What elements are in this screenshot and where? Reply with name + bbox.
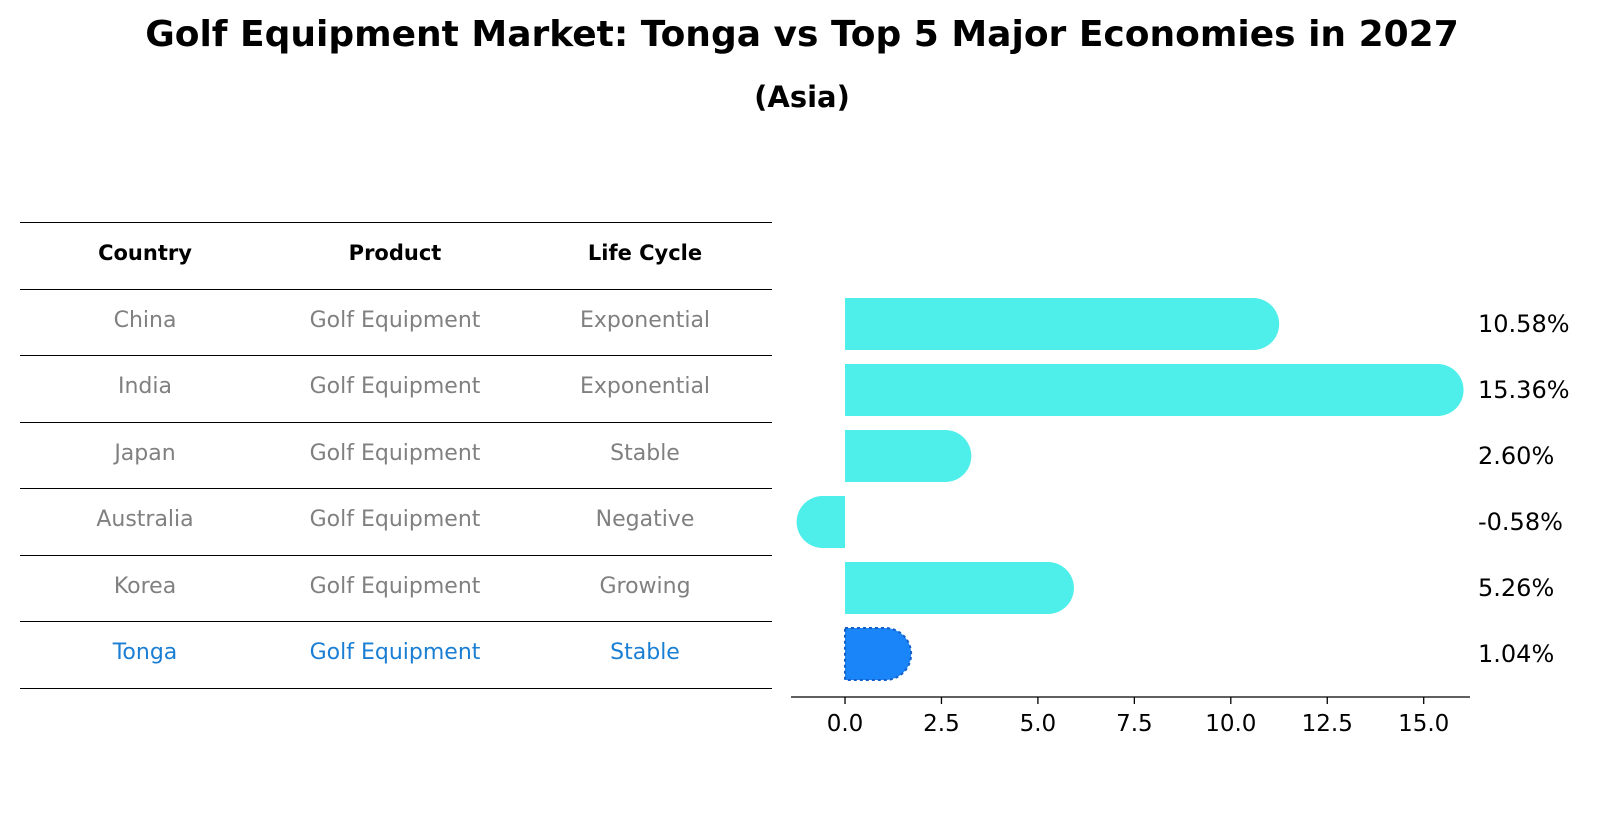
data-label: 5.26%	[1478, 574, 1554, 602]
x-tick-label: 15.0	[1398, 711, 1449, 737]
table-rule	[20, 355, 772, 356]
table-cell: Japan	[114, 440, 176, 466]
chart-subtitle: (Asia)	[754, 80, 850, 114]
table-cell: Golf Equipment	[309, 374, 481, 400]
table-cell: Tonga	[112, 640, 178, 666]
data-label: -0.58%	[1478, 508, 1563, 536]
table-cell: Golf Equipment	[309, 573, 481, 599]
table-rule	[20, 554, 772, 556]
bar-tonga	[844, 627, 913, 681]
table-rule	[20, 621, 772, 622]
chart-title: Golf Equipment Market: Tonga vs Top 5 Ma…	[145, 14, 1459, 55]
table-rule	[20, 421, 772, 423]
data-label: 1.04%	[1478, 640, 1554, 668]
data-label: 15.36%	[1478, 376, 1570, 404]
table-cell: India	[118, 374, 172, 400]
table-rule	[20, 687, 772, 689]
table-header-cell: Country	[98, 241, 192, 266]
table-cell: Exponential	[579, 374, 711, 400]
data-label: 2.60%	[1478, 442, 1554, 470]
table-rule	[20, 222, 772, 223]
table-cell: Stable	[610, 440, 680, 466]
table-cell: Golf Equipment	[309, 307, 481, 333]
table-header-cell: Life Cycle	[587, 241, 703, 266]
x-tick-label: 2.5	[923, 711, 960, 737]
table-cell: Negative	[595, 507, 695, 533]
x-tick-label: 12.5	[1302, 711, 1353, 737]
bar-india	[845, 364, 1464, 416]
x-tick-label: 7.5	[1116, 711, 1153, 737]
table-header-cell: Product	[348, 241, 442, 266]
table-cell: Golf Equipment	[309, 507, 481, 533]
bar-china	[845, 298, 1280, 350]
table-cell: Stable	[610, 640, 680, 666]
data-label: 10.58%	[1478, 310, 1570, 338]
x-tick-label: 10.0	[1205, 711, 1256, 737]
table-cell: Exponential	[579, 307, 711, 333]
table-cell: Growing	[599, 573, 691, 599]
table-rule	[20, 288, 772, 290]
table-cell: Korea	[113, 573, 177, 599]
table-cell: China	[113, 307, 177, 333]
x-tick-label: 5.0	[1020, 711, 1057, 737]
table-cell: Australia	[96, 507, 194, 533]
table-cell: Golf Equipment	[309, 440, 481, 466]
bar-korea	[845, 562, 1074, 614]
table-cell: Golf Equipment	[309, 640, 481, 666]
bar-australia	[796, 496, 846, 548]
bar-japan	[845, 430, 972, 482]
x-tick-label: 0.0	[827, 711, 864, 737]
table-rule	[20, 488, 772, 489]
